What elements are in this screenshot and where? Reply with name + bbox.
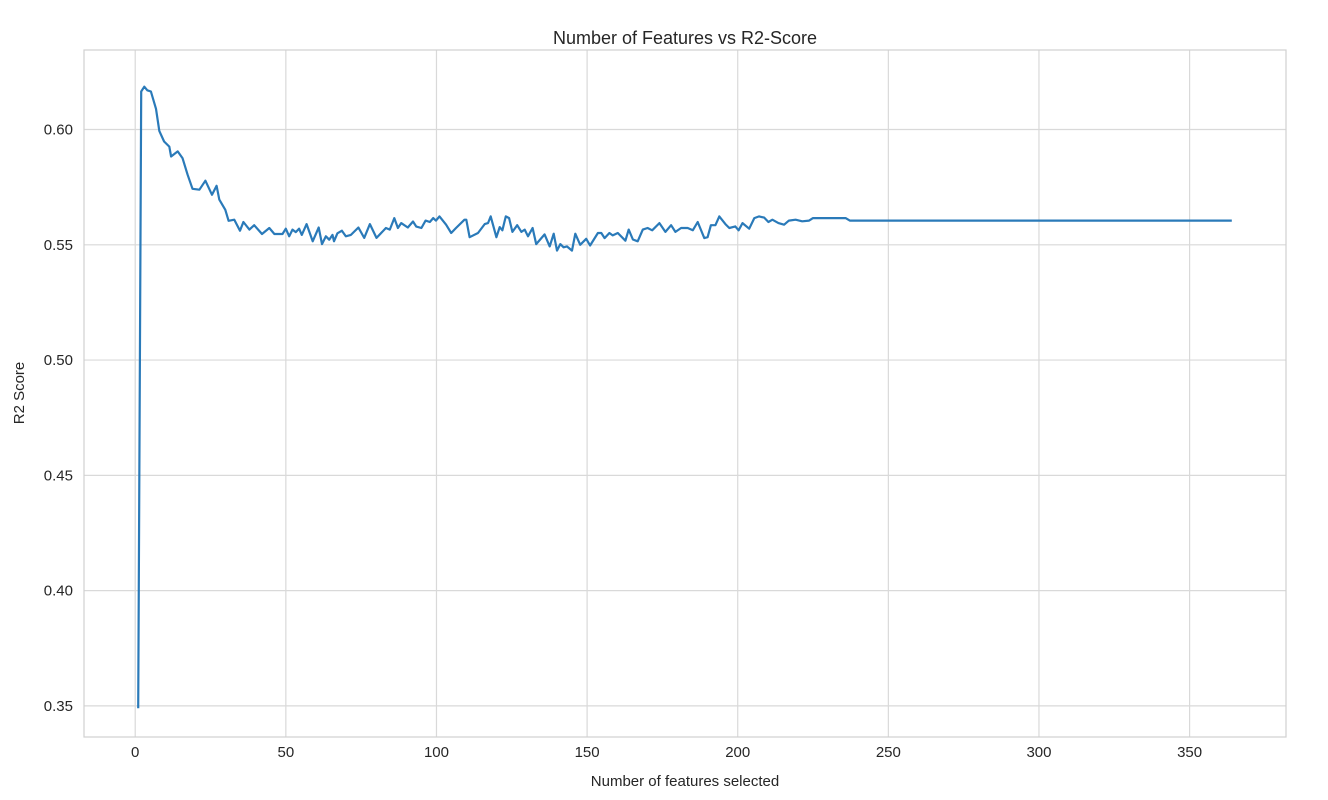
x-tick-label: 350	[1177, 744, 1202, 761]
x-tick-label: 150	[575, 744, 600, 761]
x-tick-label: 250	[876, 744, 901, 761]
chart-title: Number of Features vs R2-Score	[553, 28, 817, 48]
y-tick-label: 0.45	[44, 467, 73, 484]
x-tick-label: 300	[1026, 744, 1051, 761]
x-tick-label: 100	[424, 744, 449, 761]
x-tick-label: 0	[131, 744, 139, 761]
grid	[84, 50, 1286, 737]
y-tick-label: 0.55	[44, 237, 73, 254]
y-axis-label: R2 Score	[11, 362, 28, 425]
y-tick-label: 0.35	[44, 698, 73, 715]
x-tick-label: 200	[725, 744, 750, 761]
y-tick-label: 0.40	[44, 583, 73, 600]
y-tick-label: 0.60	[44, 122, 73, 139]
x-axis-ticks: 0 50 100 150 200 250 300 350	[131, 744, 1202, 761]
y-axis-ticks: 0.35 0.40 0.45 0.50 0.55 0.60	[44, 122, 73, 715]
y-tick-label: 0.50	[44, 352, 73, 369]
x-tick-label: 50	[277, 744, 294, 761]
x-axis-label: Number of features selected	[591, 773, 779, 790]
series-line-r2-score	[137, 85, 1232, 709]
plot-frame	[83, 49, 1287, 738]
